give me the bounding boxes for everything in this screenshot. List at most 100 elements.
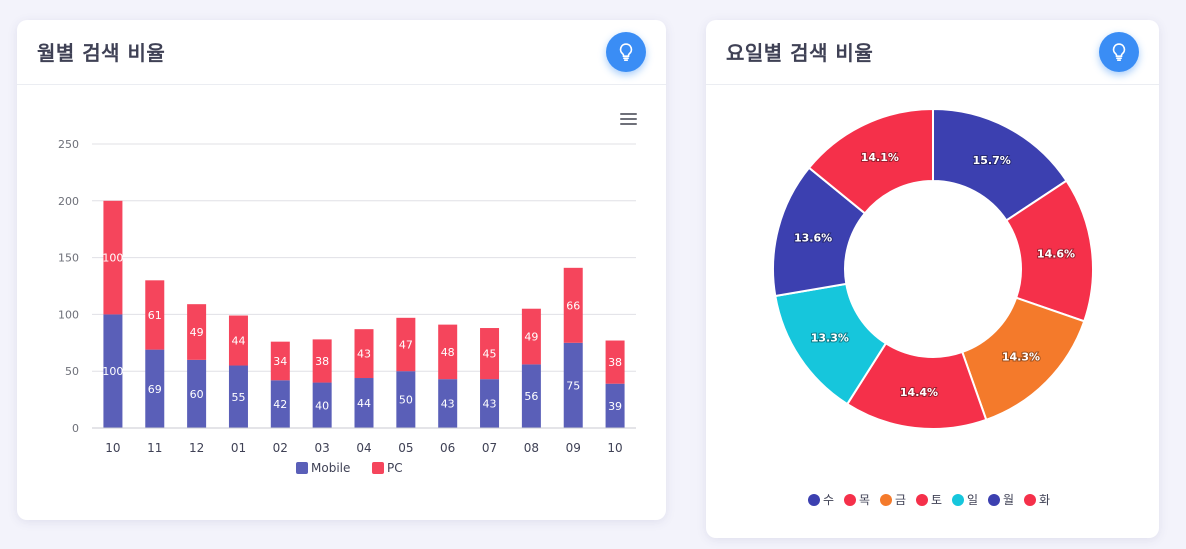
- chart-menu-button[interactable]: [620, 111, 637, 130]
- bar-mobile[interactable]: [103, 314, 123, 428]
- bar-pc[interactable]: [270, 341, 290, 381]
- bar-pc[interactable]: [396, 317, 416, 372]
- data-label-mobile: 44: [357, 397, 371, 410]
- slice-percent-label: 13.6%: [794, 231, 832, 244]
- data-label-mobile: 75: [566, 379, 580, 392]
- hamburger-menu-icon: [620, 113, 637, 125]
- weekday-card-header: 요일별 검색 비율: [706, 20, 1159, 85]
- slice-percent-label: 15.7%: [973, 154, 1011, 167]
- legend-marker-pc[interactable]: [372, 462, 384, 474]
- bar-pc[interactable]: [187, 304, 207, 360]
- x-tick-label: 09: [566, 441, 581, 455]
- slice-percent-label: 14.1%: [861, 151, 899, 164]
- bar-mobile[interactable]: [145, 349, 165, 428]
- legend-marker[interactable]: [808, 494, 820, 506]
- lightbulb-icon: [619, 43, 633, 62]
- legend-marker[interactable]: [988, 494, 1000, 506]
- legend-marker[interactable]: [844, 494, 856, 506]
- data-label-pc: 43: [357, 348, 371, 361]
- donut-slice[interactable]: [807, 107, 934, 215]
- bar-mobile[interactable]: [396, 371, 416, 428]
- legend-label[interactable]: 월: [1003, 493, 1014, 507]
- legend-label[interactable]: 금: [895, 493, 906, 507]
- bar-pc[interactable]: [521, 308, 541, 365]
- bar-mobile[interactable]: [605, 383, 625, 428]
- legend-label-mobile[interactable]: Mobile: [311, 461, 350, 475]
- weekday-card-title: 요일별 검색 비율: [726, 41, 874, 65]
- legend-marker[interactable]: [880, 494, 892, 506]
- data-label-mobile: 40: [315, 399, 329, 412]
- data-label-pc: 34: [273, 355, 287, 368]
- bar-mobile[interactable]: [480, 379, 500, 428]
- lightbulb-icon: [1112, 43, 1126, 62]
- legend-label-pc[interactable]: PC: [387, 461, 403, 475]
- bar-pc[interactable]: [563, 267, 583, 343]
- bar-mobile[interactable]: [270, 380, 290, 428]
- data-label-mobile: 43: [483, 398, 497, 411]
- data-label-mobile: 39: [608, 400, 622, 413]
- data-label-pc: 44: [231, 335, 245, 348]
- data-label-mobile: 43: [441, 398, 455, 411]
- bar-mobile[interactable]: [563, 342, 583, 428]
- legend-marker[interactable]: [952, 494, 964, 506]
- bar-pc[interactable]: [605, 340, 625, 384]
- data-label-pc: 47: [399, 339, 413, 352]
- bar-pc[interactable]: [438, 324, 458, 380]
- weekday-donut-chart: 15.7% 14.6% 14.3% 14.4% 13.3% 13.6% 14.1% 수 목 금 토 일…: [772, 107, 1094, 507]
- bar-mobile[interactable]: [438, 379, 458, 428]
- legend-label[interactable]: 수: [823, 493, 834, 507]
- data-label-mobile: 55: [231, 391, 245, 404]
- x-tick-label: 06: [440, 441, 455, 455]
- legend-label[interactable]: 토: [931, 493, 942, 507]
- legend-label[interactable]: 화: [1039, 493, 1050, 507]
- bar-pc[interactable]: [480, 328, 500, 380]
- bar-pc[interactable]: [354, 329, 374, 379]
- bar-pc[interactable]: [228, 315, 248, 366]
- data-label-mobile: 100: [102, 365, 123, 378]
- monthly-search-card: 월별 검색 비율 0 50 100 150 200 250 100 100 10 69 61 11 60…: [17, 20, 666, 520]
- x-tick-label: 04: [356, 441, 371, 455]
- data-label-pc: 38: [315, 355, 329, 368]
- bar-mobile[interactable]: [228, 365, 248, 428]
- weekday-search-card: 요일별 검색 비율 15.7% 14.6% 14.3% 14.4% 13.3% 13.6%…: [706, 20, 1159, 538]
- legend-label[interactable]: 일: [967, 493, 978, 507]
- weekday-hint-button[interactable]: [1099, 32, 1139, 72]
- data-label-pc: 66: [566, 299, 580, 312]
- monthly-hint-button[interactable]: [606, 32, 646, 72]
- x-tick-label: 01: [231, 441, 246, 455]
- data-label-mobile: 69: [148, 383, 162, 396]
- x-tick-label: 12: [189, 441, 204, 455]
- bar-mobile[interactable]: [187, 359, 207, 428]
- slice-percent-label: 14.6%: [1037, 247, 1075, 260]
- data-label-pc: 48: [441, 346, 455, 359]
- y-tick-label: 50: [65, 365, 79, 378]
- bar-mobile[interactable]: [354, 378, 374, 428]
- y-tick-label: 150: [58, 252, 79, 265]
- data-label-mobile: 56: [524, 390, 538, 403]
- bar-mobile[interactable]: [312, 382, 332, 428]
- y-tick-label: 250: [58, 138, 79, 151]
- bar-pc[interactable]: [145, 280, 165, 350]
- slice-percent-label: 14.4%: [900, 386, 938, 399]
- x-tick-label: 08: [524, 441, 539, 455]
- legend-marker[interactable]: [1024, 494, 1036, 506]
- bar-pc[interactable]: [312, 339, 332, 383]
- data-label-pc: 61: [148, 309, 162, 322]
- legend-marker-mobile[interactable]: [296, 462, 308, 474]
- legend-marker[interactable]: [916, 494, 928, 506]
- legend-label[interactable]: 목: [859, 493, 870, 507]
- x-tick-label: 07: [482, 441, 497, 455]
- bar-pc[interactable]: [103, 200, 123, 315]
- y-tick-label: 100: [58, 308, 79, 321]
- monthly-card-header: 월별 검색 비율: [17, 20, 666, 85]
- monthly-card-title: 월별 검색 비율: [37, 41, 166, 65]
- x-tick-label: 02: [273, 441, 288, 455]
- data-label-pc: 45: [483, 348, 497, 361]
- data-label-pc: 38: [608, 356, 622, 369]
- monthly-bar-chart: 0501001502002501001001069611160491255440…: [58, 138, 636, 475]
- x-tick-label: 03: [315, 441, 330, 455]
- x-tick-label: 05: [398, 441, 413, 455]
- data-label-pc: 100: [102, 252, 123, 265]
- data-label-pc: 49: [190, 326, 204, 339]
- bar-mobile[interactable]: [521, 364, 541, 428]
